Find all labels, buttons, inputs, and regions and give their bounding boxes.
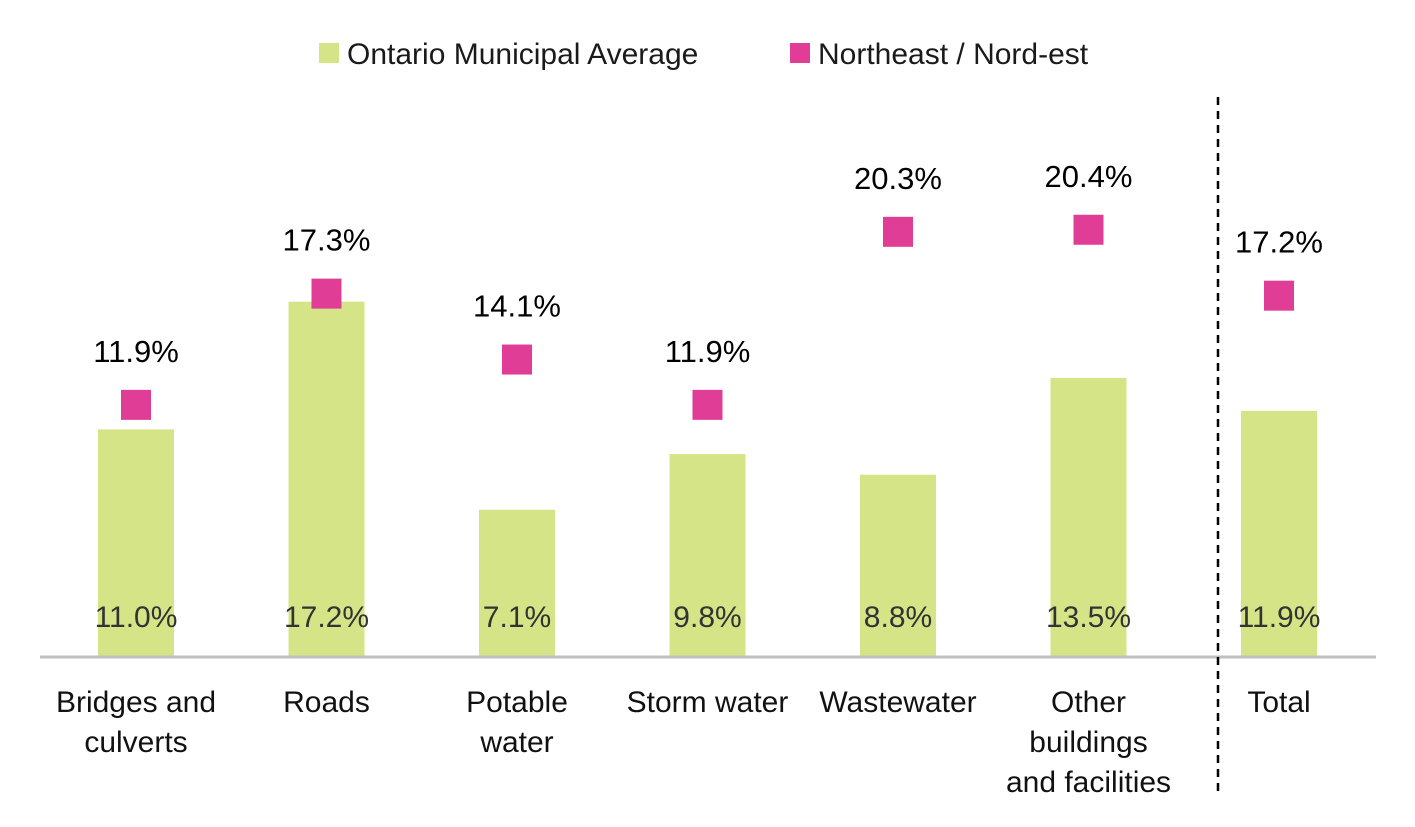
bar-value-label-2: 7.1%	[483, 601, 551, 634]
marker-2	[502, 344, 532, 375]
marker-labels-group: 11.9% 17.3% 14.1% 11.9% 20.3% 20.4% 17.2%	[93, 159, 1323, 369]
legend-swatch-ontario-average	[319, 43, 339, 63]
category-label-line: Potable	[466, 686, 568, 719]
bar-2	[479, 509, 555, 656]
marker-value-label-2: 14.1%	[473, 289, 561, 324]
category-label-line: Bridges and	[56, 686, 216, 719]
marker-value-label-0: 11.9%	[93, 334, 179, 369]
marker-value-label-6: 17.2%	[1235, 225, 1323, 260]
bar-3	[669, 454, 746, 656]
category-label-0: Bridges and culverts	[56, 686, 216, 759]
bar-value-label-3: 9.8%	[673, 601, 741, 634]
category-label-5: Other buildings and facilities	[1006, 686, 1171, 799]
bar-value-label-4: 8.8%	[864, 601, 932, 634]
category-label-line: Storm water	[627, 686, 789, 719]
marker-4	[883, 216, 913, 247]
category-label-line: and facilities	[1006, 766, 1171, 799]
legend: Ontario Municipal Average Northeast / No…	[319, 38, 1089, 71]
category-label-6: Total	[1247, 686, 1310, 719]
category-label-line: culverts	[84, 726, 187, 759]
bar-4	[860, 474, 936, 656]
bar-6	[1241, 410, 1317, 656]
category-label-4: Wastewater	[819, 686, 976, 719]
category-labels-group: Bridges and culverts Roads Potable water Stor…	[56, 686, 1311, 799]
bar-value-label-6: 11.9%	[1238, 601, 1321, 634]
category-label-2: Potable water	[466, 686, 568, 759]
marker-value-label-1: 17.3%	[283, 223, 371, 258]
category-label-line: water	[479, 726, 553, 759]
marker-5	[1073, 214, 1104, 245]
legend-label-ontario-average: Ontario Municipal Average	[347, 38, 698, 71]
marker-value-label-4: 20.3%	[854, 161, 942, 196]
bar-1	[288, 301, 365, 656]
marker-0	[121, 389, 151, 420]
marker-value-label-5: 20.4%	[1045, 159, 1133, 194]
legend-label-northeast: Northeast / Nord-est	[818, 38, 1089, 71]
bar-value-label-1: 17.2%	[284, 601, 369, 634]
category-label-line: Roads	[283, 686, 370, 719]
category-label-line: buildings	[1029, 726, 1147, 759]
category-label-line: Total	[1247, 686, 1310, 719]
category-label-line: Wastewater	[819, 686, 976, 719]
markers-group	[121, 214, 1294, 420]
bar-value-label-0: 11.0%	[95, 601, 178, 634]
bar-value-label-5: 13.5%	[1046, 601, 1131, 634]
category-label-3: Storm water	[627, 686, 789, 719]
category-label-1: Roads	[283, 686, 370, 719]
marker-1	[311, 278, 342, 309]
marker-value-label-3: 11.9%	[665, 334, 751, 369]
marker-3	[692, 389, 723, 420]
bar-5	[1050, 377, 1127, 656]
bar-labels-group: 11.0% 17.2% 7.1% 9.8% 8.8% 13.5% 11.9%	[95, 601, 1321, 634]
category-label-line: Other	[1051, 686, 1126, 719]
legend-swatch-northeast	[790, 43, 810, 63]
marker-6	[1264, 280, 1294, 311]
bar-0	[98, 429, 174, 656]
bars-group	[98, 301, 1317, 656]
